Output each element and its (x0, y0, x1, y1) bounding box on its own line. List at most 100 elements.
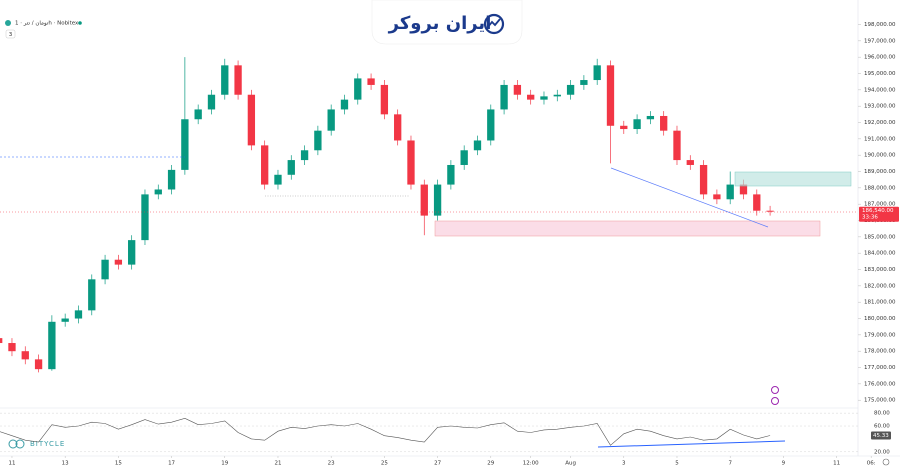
y-tick-label: 20.00 (874, 449, 890, 455)
candle-body (114, 259, 123, 265)
status-dot (78, 21, 82, 25)
trend-line (597, 440, 786, 448)
candle-body (394, 114, 402, 141)
watermark-icon (15, 439, 25, 449)
candle-body (327, 109, 335, 131)
y-tick-label: 179,000.00 (864, 332, 896, 338)
candle-body (646, 115, 655, 120)
y-tick-label: 194,000.00 (864, 87, 896, 93)
y-tick-label: 176,000.00 (864, 381, 896, 387)
x-tick-label: 9 (782, 461, 786, 467)
candle-body (74, 310, 83, 319)
settings-button[interactable] (882, 458, 890, 466)
y-tick-label: 177,000.00 (864, 365, 896, 371)
trend-line (610, 167, 769, 228)
y-tick-label: 195,000.00 (864, 71, 896, 77)
collapse-button[interactable] (5, 29, 16, 39)
y-tick-label: 80.00 (874, 411, 890, 417)
x-tick-label: 5 (675, 461, 679, 467)
candle-body (553, 94, 561, 97)
x-tick-label: 27 (434, 461, 441, 467)
symbol-title: تومان / تتر · 1h · Nobitex (15, 21, 79, 27)
rsi-line (0, 417, 771, 446)
candle-body (61, 318, 69, 322)
x-tick-label: 17 (168, 461, 175, 467)
watermark-icon (8, 439, 18, 449)
x-tick-label: 29 (487, 461, 494, 467)
candle-body (447, 164, 455, 185)
x-tick-label: 12:00 (523, 461, 539, 467)
candle-body (699, 164, 708, 195)
candle-body (420, 184, 428, 216)
logo-text: ایران بروکر (388, 13, 492, 34)
candle-body (128, 240, 136, 265)
y-tick-label: 189,000.00 (864, 169, 896, 175)
countdown: 33:36 (862, 215, 878, 221)
y-tick-label: 183,000.00 (864, 267, 896, 273)
y-tick-label: 196,000.00 (864, 55, 896, 61)
candle-body (0, 338, 3, 344)
event-icon[interactable] (771, 386, 779, 394)
candle-body (473, 140, 482, 151)
x-tick-label: 25 (381, 461, 388, 467)
logo-icon (483, 13, 505, 35)
zone-box (434, 220, 821, 237)
candle-body (194, 109, 202, 120)
candle-body (500, 84, 508, 110)
y-tick-label: 197,000.00 (864, 38, 896, 44)
y-tick-label: 175,000.00 (864, 398, 896, 404)
y-tick-label: 181,000.00 (864, 300, 896, 306)
y-tick-label: 198,000.00 (864, 22, 896, 28)
candle-body (48, 321, 56, 370)
y-tick-label: 184,000.00 (864, 251, 896, 257)
y-tick-label: 192,000.00 (864, 120, 896, 126)
candle-body (407, 140, 415, 185)
x-tick-label: 13 (62, 461, 69, 467)
candle-body (726, 184, 734, 200)
candle-body (686, 160, 694, 165)
candle-body (21, 351, 29, 360)
candle-body (101, 259, 109, 280)
candle-body (287, 160, 295, 175)
y-tick-label: 191,000.00 (864, 136, 896, 142)
candle-body (593, 65, 601, 81)
candle-body (88, 279, 96, 311)
candle-body (580, 80, 588, 85)
candle-body (8, 343, 16, 352)
candle-body (300, 150, 309, 161)
candle-body (673, 130, 681, 161)
candle-body (181, 119, 189, 170)
candle-body (620, 125, 628, 130)
y-tick-label: 187,000.00 (864, 202, 896, 208)
price-badge-label: 186,540.00 (862, 208, 894, 214)
x-tick-label: 3 (622, 461, 626, 467)
plot-area (0, 57, 774, 373)
y-tick-label: 180,000.00 (864, 316, 896, 322)
x-tick-label: Aug (565, 461, 576, 467)
event-icon[interactable] (771, 397, 779, 405)
candle-body (34, 359, 43, 370)
x-tick-label: 15 (115, 461, 122, 467)
candle-body (513, 84, 522, 95)
candle-body (433, 184, 442, 216)
price-badge (859, 206, 899, 222)
candle-body (154, 189, 162, 195)
x-tick-label: 11 (833, 461, 840, 467)
value-badge (871, 431, 891, 440)
candle-body (234, 65, 242, 95)
candle-body (566, 84, 575, 95)
value-badge-label: 45.33 (873, 433, 889, 439)
candle-body (633, 119, 641, 130)
x-tick-label: 06: (867, 461, 876, 467)
zone-box (734, 171, 852, 187)
candle-body (606, 65, 615, 126)
y-tick-label: 182,000.00 (864, 283, 896, 289)
candle-body (261, 145, 269, 185)
logo-icon (487, 18, 501, 28)
candle-body (221, 65, 229, 95)
symbol-icon (5, 20, 11, 26)
candle-body (766, 210, 774, 212)
candle-body (527, 94, 535, 100)
candle-body (207, 94, 216, 110)
